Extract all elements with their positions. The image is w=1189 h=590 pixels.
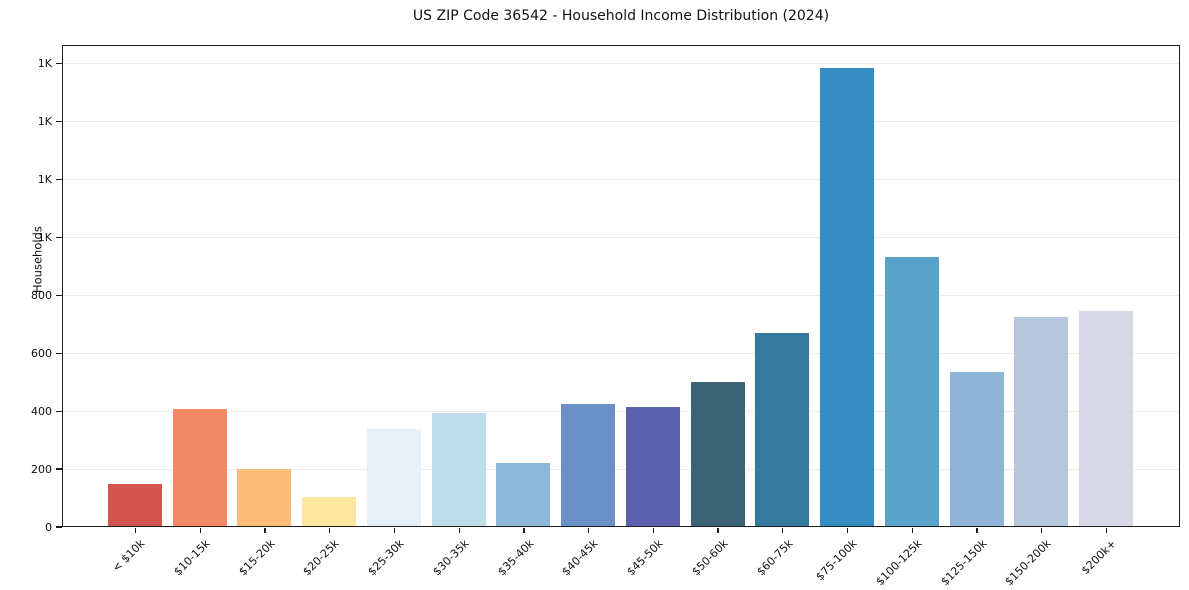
gridline [63,352,1179,354]
x-tick-mark [782,528,784,533]
y-tick-label: 1K [37,173,52,187]
x-tick-mark [199,528,201,533]
x-tick-mark [717,528,719,533]
y-tick-label: 200 [31,462,52,476]
y-tick-mark [56,294,62,297]
y-tick-label: 1K [37,57,52,71]
x-tick-label: $200k+ [1078,537,1119,578]
x-tick-mark [393,528,396,533]
y-tick-label: 800 [31,288,52,302]
bar [690,381,745,527]
x-tick-label: $10-15k [171,537,213,579]
bar [172,408,227,527]
bar [820,68,875,527]
y-tick-mark [56,63,62,65]
x-tick-label: $75-100k [813,537,860,584]
x-tick-mark [846,528,849,533]
gridline [63,179,1179,181]
y-tick-label: 0 [45,520,52,534]
x-tick-label: $30-35k [430,537,472,579]
y-tick-label: 400 [31,404,52,418]
y-tick-label: 1K [37,231,52,244]
x-tick-mark [652,528,654,533]
bar [237,469,292,527]
x-tick-mark [329,528,331,533]
x-tick-label: $15-20k [235,537,278,579]
bar [884,256,939,527]
y-tick-mark [56,178,62,181]
y-tick-mark [56,121,62,123]
x-tick-label: $40-45k [559,537,601,579]
x-tick-label: $50-60k [689,537,731,579]
x-tick-mark [911,528,913,533]
bar [431,412,486,527]
y-tick-label: 1K [37,115,52,129]
x-tick-label: < $10k [110,537,148,575]
x-tick-mark [976,528,978,533]
x-tick-label: $150-200k [1002,537,1054,589]
bar [1079,310,1133,527]
bar [561,403,616,527]
bar [625,406,680,527]
gridline [63,237,1179,238]
gridline [63,121,1179,123]
y-tick-mark [56,468,62,470]
x-tick-mark [1105,528,1108,533]
bar [302,496,357,527]
chart-title: US ZIP Code 36542 - Household Income Dis… [412,8,830,24]
gridline [63,468,1179,470]
x-tick-label: $35-40k [494,537,537,579]
y-tick-mark [56,410,62,412]
bar [1014,317,1069,527]
gridline [63,294,1179,296]
bar [755,332,810,527]
y-tick-mark [56,236,62,239]
y-tick-label: 600 [31,346,52,360]
gridline [63,410,1179,412]
x-tick-mark [587,528,590,533]
bar [366,428,421,527]
gridline [63,63,1179,65]
bar [496,462,551,527]
x-tick-mark [264,528,266,533]
x-tick-label: $25-30k [365,537,407,579]
x-tick-mark [134,528,137,533]
x-tick-mark [523,528,525,533]
plot-area [62,45,1180,527]
x-tick-label: $125-150k [938,537,990,589]
x-tick-label: $100-125k [873,537,925,589]
y-tick-mark [56,352,62,354]
x-tick-label: $60-75k [753,537,796,579]
x-tick-label: $20-25k [300,537,342,579]
x-tick-mark [458,528,460,533]
x-tick-label: $45-50k [624,537,666,579]
bar [108,483,162,527]
y-tick-mark [56,526,62,528]
bar [949,372,1004,527]
x-tick-mark [1041,528,1043,533]
